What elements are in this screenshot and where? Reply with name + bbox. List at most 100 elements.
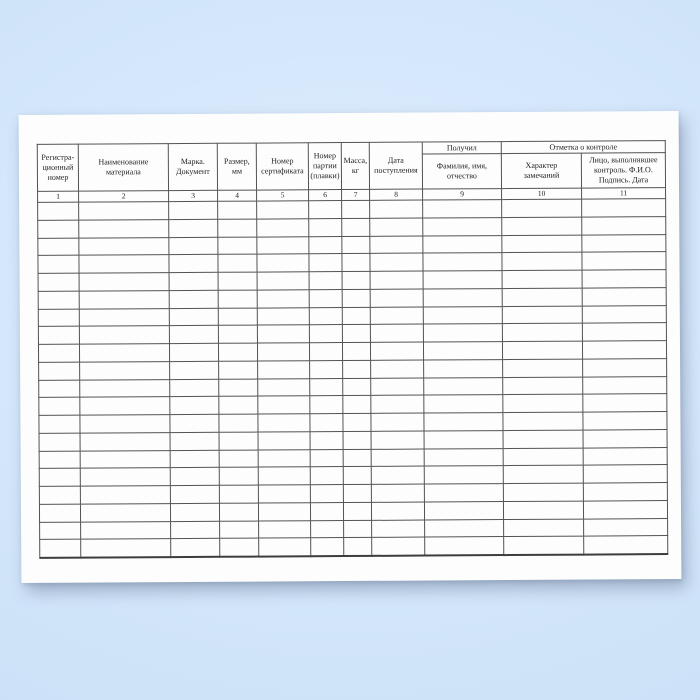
empty-cell <box>371 537 425 556</box>
empty-cell <box>309 395 343 414</box>
empty-cell <box>79 325 170 345</box>
empty-cell <box>79 361 170 380</box>
empty-cell <box>423 306 503 325</box>
empty-cell <box>501 252 583 271</box>
empty-cell <box>370 288 424 307</box>
empty-cell <box>501 234 582 253</box>
empty-cell <box>341 235 370 254</box>
empty-cell <box>424 536 504 556</box>
col-num: 6 <box>308 189 342 201</box>
empty-cell <box>343 519 372 538</box>
empty-cell <box>342 306 371 325</box>
empty-cell <box>168 219 218 238</box>
empty-cell <box>308 253 343 272</box>
empty-cell <box>78 254 170 274</box>
empty-cell <box>37 202 79 221</box>
empty-cell <box>581 251 667 271</box>
empty-cell <box>257 324 310 344</box>
empty-cell <box>39 468 81 487</box>
empty-cell <box>80 432 171 451</box>
empty-cell <box>582 305 667 324</box>
empty-cell <box>423 377 503 396</box>
empty-cell <box>257 271 310 290</box>
empty-cell <box>371 430 425 449</box>
empty-cell <box>309 360 343 379</box>
empty-cell <box>502 341 583 360</box>
empty-cell <box>342 342 371 361</box>
empty-cell <box>258 484 311 503</box>
table-header: Регистра- ционный номер Наименование мат… <box>37 140 666 203</box>
empty-cell <box>582 322 667 342</box>
col-header-full-name: Фамилия, имя, отчество <box>422 153 502 190</box>
empty-cell <box>582 269 667 288</box>
empty-cell <box>583 500 668 519</box>
col-header-batch-number: Номер партии (плавки) <box>308 142 342 190</box>
empty-cell <box>38 308 80 327</box>
empty-cell <box>37 255 80 274</box>
empty-cell <box>257 413 311 432</box>
empty-cell <box>309 378 343 396</box>
empty-cell <box>37 237 79 256</box>
empty-cell <box>424 519 504 538</box>
empty-cell <box>502 394 583 413</box>
empty-cell <box>38 344 80 363</box>
empty-cell <box>582 358 667 377</box>
empty-cell <box>80 538 171 558</box>
col-num: 5 <box>256 189 309 202</box>
empty-cell <box>582 287 667 306</box>
empty-cell <box>343 466 372 485</box>
empty-cell <box>422 199 502 218</box>
empty-cell <box>342 324 371 343</box>
empty-cell <box>503 429 584 449</box>
materials-registration-table: Регистра- ционный номер Наименование мат… <box>36 140 669 559</box>
empty-cell <box>257 289 310 308</box>
empty-cell <box>369 253 424 272</box>
col-header-remarks-nature: Характер замечаний <box>501 153 582 189</box>
empty-cell <box>502 323 583 342</box>
empty-cell <box>38 361 80 380</box>
empty-cell <box>169 290 219 309</box>
group-header-control-mark: Отметка о контроле <box>501 140 666 154</box>
empty-cell <box>257 342 310 361</box>
empty-cell <box>218 307 258 326</box>
empty-cell <box>38 415 81 434</box>
empty-cell <box>256 200 309 219</box>
empty-cell <box>38 379 80 398</box>
empty-cell <box>342 377 371 396</box>
empty-cell <box>503 518 584 537</box>
empty-cell <box>80 467 171 487</box>
empty-cell <box>79 343 170 362</box>
journal-table-body <box>37 198 668 558</box>
empty-cell <box>503 447 584 466</box>
empty-cell <box>217 201 257 220</box>
empty-cell <box>369 235 423 254</box>
empty-cell <box>38 273 80 292</box>
empty-cell <box>170 520 220 539</box>
empty-cell <box>583 464 668 484</box>
empty-cell <box>424 430 504 449</box>
empty-cell <box>170 449 220 468</box>
empty-cell <box>342 360 371 379</box>
empty-cell <box>80 485 171 504</box>
empty-cell <box>423 288 503 307</box>
empty-cell <box>218 378 258 397</box>
empty-cell <box>583 535 668 555</box>
empty-cell <box>169 325 219 344</box>
empty-cell <box>37 219 79 238</box>
empty-cell <box>503 483 584 502</box>
empty-cell <box>38 326 80 345</box>
empty-cell <box>169 396 219 415</box>
empty-cell <box>370 359 424 378</box>
empty-cell <box>583 482 668 501</box>
col-header-size-mm: Размер, мм <box>217 143 257 191</box>
empty-cell <box>582 411 668 430</box>
empty-cell <box>79 290 170 309</box>
empty-cell <box>370 324 424 343</box>
group-header-received: Получил <box>422 141 502 155</box>
empty-cell <box>170 503 220 522</box>
empty-cell <box>371 448 425 467</box>
empty-cell <box>502 376 583 395</box>
empty-cell <box>258 520 311 539</box>
empty-cell <box>310 466 344 485</box>
col-num: 1 <box>37 191 79 203</box>
